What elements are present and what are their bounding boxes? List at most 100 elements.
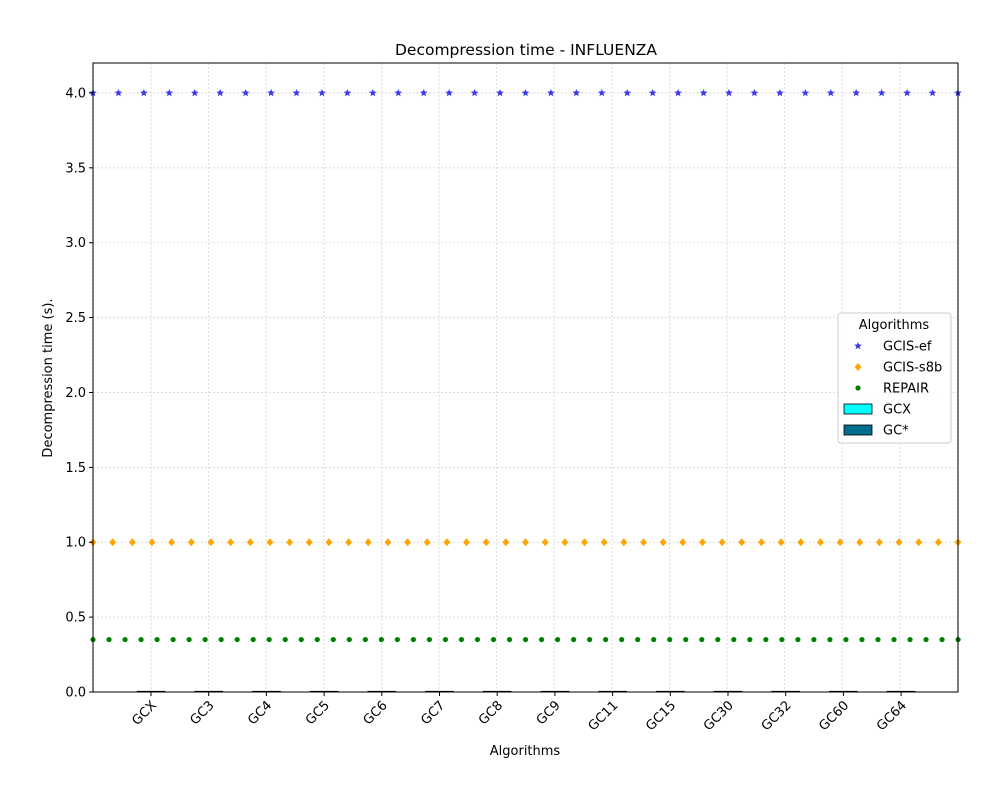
x-axis: GCX GC3 GC4 GC5 GC6 GC7 GC8 GC9 GC11 GC15 GC30 GC32… <box>129 692 910 734</box>
point-gcis-ef <box>572 89 581 97</box>
point-gcis-s8b <box>620 538 628 547</box>
point-repair <box>667 636 673 643</box>
point-gcis-s8b <box>679 538 687 547</box>
y-tick-label: 1.0 <box>65 536 86 551</box>
legend-label-gcis-ef: GCIS-ef <box>883 340 932 355</box>
point-gcis-ef <box>699 89 708 97</box>
point-repair <box>891 636 897 643</box>
point-gcis-ef <box>521 89 530 97</box>
point-gcis-ef <box>445 89 453 97</box>
point-gcis-s8b <box>640 538 647 547</box>
point-gcis-s8b <box>836 538 844 547</box>
point-repair <box>138 636 144 643</box>
point-gcis-s8b <box>876 538 883 547</box>
point-gcis-ef <box>877 89 886 97</box>
point-gcis-ef <box>267 89 275 97</box>
point-gcis-ef <box>547 89 555 97</box>
point-gcis-ef <box>623 89 631 97</box>
point-repair <box>811 636 817 643</box>
point-gcis-ef <box>165 89 174 97</box>
point-repair <box>106 636 112 643</box>
point-gcis-ef <box>776 89 784 97</box>
point-repair <box>923 636 929 643</box>
point-gcis-s8b <box>443 538 451 547</box>
point-gcis-s8b <box>364 538 372 547</box>
point-gcis-ef <box>419 89 428 97</box>
point-gcis-ef <box>318 89 326 97</box>
point-gcis-s8b <box>797 538 805 547</box>
point-gcis-ef <box>292 89 301 97</box>
point-gcis-ef <box>648 89 657 97</box>
point-repair <box>410 636 416 643</box>
x-tick-label: GC30 <box>701 698 737 734</box>
point-repair <box>266 636 272 643</box>
point-gcis-s8b <box>187 538 195 547</box>
point-gcis-s8b <box>384 538 392 547</box>
point-repair <box>298 636 304 643</box>
point-repair <box>314 636 320 643</box>
point-repair <box>250 636 256 643</box>
x-axis-label: Algorithms <box>490 744 561 759</box>
point-repair <box>859 636 865 643</box>
x-tick-label: GC4 <box>245 698 275 728</box>
point-repair <box>202 636 208 643</box>
x-tick-label: GC11 <box>586 698 622 734</box>
point-gcis-s8b <box>502 538 510 547</box>
point-repair <box>715 636 721 643</box>
point-repair <box>426 636 433 643</box>
x-tick-label: GC9 <box>534 698 564 728</box>
point-repair <box>474 636 481 643</box>
legend-swatch-gcx <box>843 403 873 415</box>
point-gcis-s8b <box>699 538 706 547</box>
point-gcis-ef <box>241 89 250 97</box>
point-gcis-ef <box>140 89 148 97</box>
legend-marker-gcis-ef <box>854 342 862 350</box>
markers <box>89 89 962 643</box>
point-gcis-ef <box>470 89 479 97</box>
x-tick-label: GC6 <box>361 698 391 728</box>
point-repair <box>603 636 609 643</box>
point-repair <box>635 636 641 643</box>
point-gcis-s8b <box>895 538 903 547</box>
x-tick-label: GC32 <box>759 698 795 734</box>
point-repair <box>554 636 561 643</box>
point-gcis-s8b <box>227 538 235 547</box>
point-gcis-ef <box>674 89 682 97</box>
point-gcis-ef <box>852 89 860 97</box>
point-gcis-s8b <box>404 538 411 547</box>
plot-frame <box>92 62 959 693</box>
point-repair <box>763 636 769 643</box>
point-repair <box>330 636 336 643</box>
legend-label-repair: REPAIR <box>883 382 929 397</box>
point-gcis-s8b <box>522 538 529 547</box>
y-tick-label: 4.0 <box>65 86 86 101</box>
point-repair <box>218 636 224 643</box>
grid <box>93 63 958 693</box>
point-gcis-ef <box>801 89 810 97</box>
point-repair <box>683 636 689 643</box>
point-gcis-s8b <box>463 538 470 547</box>
point-gcis-s8b <box>148 538 156 547</box>
point-repair <box>186 636 192 643</box>
point-gcis-ef <box>216 89 224 97</box>
point-repair <box>795 636 801 643</box>
x-tick-label: GC15 <box>643 698 679 734</box>
x-tick-label: GC8 <box>476 698 506 728</box>
point-gcis-s8b <box>915 538 923 547</box>
point-gcis-s8b <box>246 538 254 547</box>
point-gcis-ef <box>827 89 835 97</box>
x-tick-label: GC60 <box>816 698 852 734</box>
y-tick-label: 2.5 <box>65 311 86 326</box>
legend-label-gcis-s8b: GCIS-s8b <box>883 361 942 376</box>
point-repair <box>875 636 881 643</box>
point-repair <box>490 636 497 643</box>
point-gcis-s8b <box>777 538 785 547</box>
point-repair <box>458 636 465 643</box>
point-gcis-s8b <box>856 538 864 547</box>
point-repair <box>170 636 176 643</box>
point-gcis-s8b <box>718 538 726 547</box>
point-repair <box>346 636 352 643</box>
x-tick-label: GC5 <box>303 698 333 728</box>
point-gcis-s8b <box>128 538 136 547</box>
